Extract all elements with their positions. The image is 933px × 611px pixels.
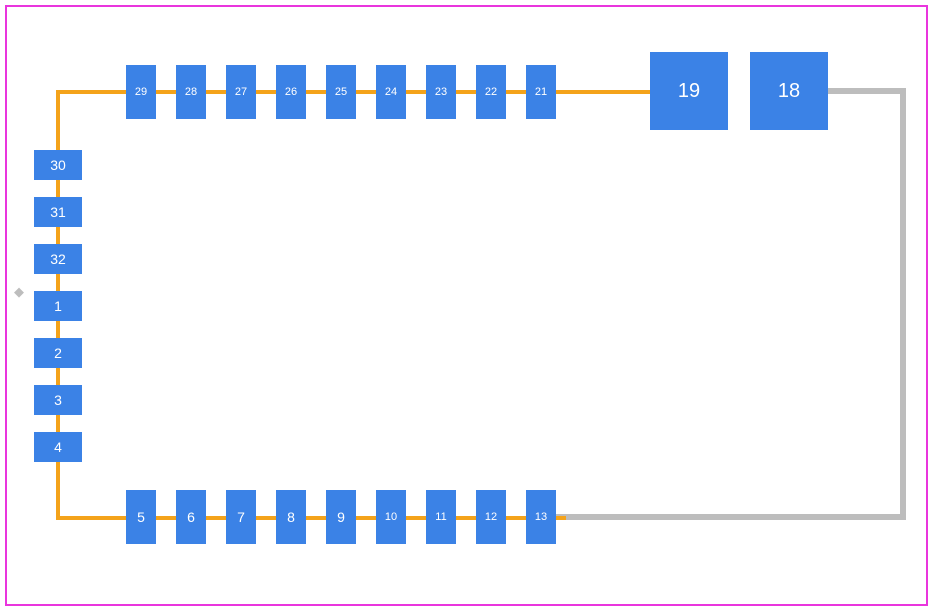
pad-label: 9 [337, 509, 345, 525]
pad-label: 26 [285, 86, 297, 98]
pad-label: 10 [385, 511, 397, 523]
pad-label: 1 [54, 298, 62, 314]
pad-29: 29 [126, 65, 156, 119]
pad-22: 22 [476, 65, 506, 119]
pad-label: 22 [485, 86, 497, 98]
pad-19: 19 [650, 52, 728, 130]
pad-label: 3 [54, 392, 62, 408]
pad-label: 13 [535, 511, 547, 523]
pad-1: 1 [34, 291, 82, 321]
pad-32: 32 [34, 244, 82, 274]
pad-12: 12 [476, 490, 506, 544]
pad-30: 30 [34, 150, 82, 180]
pin-1-marker-glyph: ◆ [14, 284, 24, 299]
pad-label: 5 [137, 509, 145, 525]
pad-label: 12 [485, 511, 497, 523]
pad-label: 21 [535, 86, 547, 98]
pad-21: 21 [526, 65, 556, 119]
pad-label: 27 [235, 86, 247, 98]
pad-7: 7 [226, 490, 256, 544]
pad-label: 28 [185, 86, 197, 98]
pad-9: 9 [326, 490, 356, 544]
pad-label: 4 [54, 439, 62, 455]
pad-27: 27 [226, 65, 256, 119]
pad-10: 10 [376, 490, 406, 544]
pad-label: 29 [135, 86, 147, 98]
pad-label: 18 [778, 80, 800, 103]
pad-label: 6 [187, 509, 195, 525]
pad-24: 24 [376, 65, 406, 119]
pad-label: 19 [678, 80, 700, 103]
pad-label: 30 [50, 157, 66, 173]
pcb-footprint-canvas: 2928272625242322211918303132123456789101… [0, 0, 933, 611]
trace-segment [900, 88, 906, 520]
pad-3: 3 [34, 385, 82, 415]
trace-segment [556, 514, 906, 520]
pad-8: 8 [276, 490, 306, 544]
pad-label: 23 [435, 86, 447, 98]
pad-label: 24 [385, 86, 397, 98]
pad-28: 28 [176, 65, 206, 119]
pad-label: 2 [54, 345, 62, 361]
pad-label: 32 [50, 251, 66, 267]
pad-label: 11 [435, 511, 446, 523]
pad-4: 4 [34, 432, 82, 462]
pad-13: 13 [526, 490, 556, 544]
pad-11: 11 [426, 490, 456, 544]
pad-18: 18 [750, 52, 828, 130]
pad-23: 23 [426, 65, 456, 119]
pin-1-marker: ◆ [14, 284, 24, 300]
pad-25: 25 [326, 65, 356, 119]
pad-label: 7 [237, 509, 245, 525]
pad-label: 31 [50, 204, 66, 220]
pad-label: 25 [335, 86, 347, 98]
trace-segment [828, 88, 906, 94]
pad-6: 6 [176, 490, 206, 544]
pad-2: 2 [34, 338, 82, 368]
pad-5: 5 [126, 490, 156, 544]
pad-label: 8 [287, 509, 295, 525]
pad-26: 26 [276, 65, 306, 119]
pad-31: 31 [34, 197, 82, 227]
